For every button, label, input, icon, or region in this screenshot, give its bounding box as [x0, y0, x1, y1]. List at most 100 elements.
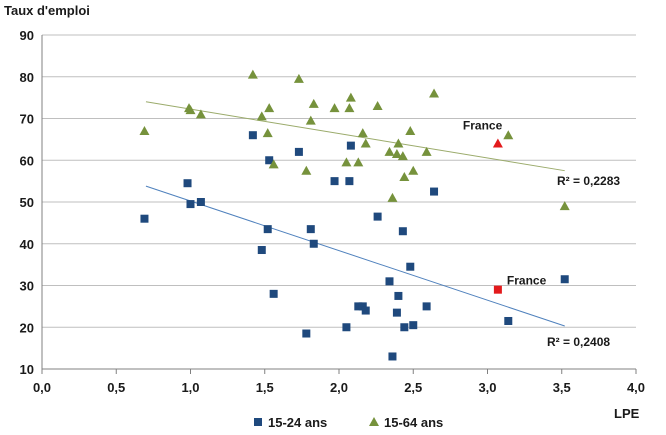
x-tick-label: 0,0 — [33, 380, 51, 395]
france-highlight-point — [493, 285, 502, 294]
x-axis-title: LPE — [614, 406, 640, 421]
data-point — [503, 130, 514, 140]
data-point — [373, 212, 382, 221]
data-point — [394, 291, 403, 300]
data-point — [397, 151, 408, 161]
data-point — [309, 239, 318, 248]
y-tick-label: 20 — [20, 320, 34, 335]
data-point — [429, 88, 440, 98]
y-tick-labels: 10 20 30 40 50 60 70 80 90 — [20, 28, 34, 377]
data-point — [504, 316, 513, 325]
data-point — [361, 306, 370, 315]
data-point — [262, 128, 273, 138]
legend-marker-15-24 — [254, 418, 262, 426]
r2-label-15-24: R² = 0,2408 — [547, 335, 610, 349]
data-point — [293, 73, 304, 83]
data-point — [387, 192, 398, 202]
data-point — [301, 165, 312, 175]
data-point — [357, 128, 368, 138]
data-point — [302, 329, 311, 338]
data-point — [265, 156, 274, 165]
data-point — [248, 131, 257, 140]
data-point — [422, 302, 431, 311]
data-point — [268, 159, 279, 169]
data-point — [140, 214, 149, 223]
data-point — [430, 187, 439, 196]
france-label-15-64: France — [463, 119, 503, 133]
data-point — [392, 308, 401, 317]
x-tick-label: 4,0 — [627, 380, 645, 395]
r2-label-15-64: R² = 0,2283 — [557, 174, 620, 188]
y-tick-label: 60 — [20, 153, 34, 168]
y-tick-label: 30 — [20, 279, 34, 294]
y-tick-label: 40 — [20, 237, 34, 252]
x-tick-label: 3,0 — [478, 380, 496, 395]
data-point — [372, 100, 383, 110]
data-point — [186, 200, 195, 209]
data-point — [384, 146, 395, 156]
data-point — [185, 105, 196, 115]
data-point — [400, 323, 409, 332]
legend-label-15-24: 15-24 ans — [268, 415, 327, 430]
data-point — [345, 92, 356, 102]
data-point — [269, 289, 278, 298]
y-tick-label: 90 — [20, 28, 34, 43]
data-points — [139, 69, 570, 361]
data-point — [247, 69, 258, 79]
data-point — [399, 171, 410, 181]
data-point — [341, 157, 352, 167]
data-point — [385, 277, 394, 286]
gridlines — [42, 34, 636, 328]
data-point — [388, 352, 397, 361]
data-point — [393, 138, 404, 148]
data-point — [345, 177, 354, 186]
data-point — [308, 98, 319, 108]
data-point — [263, 225, 272, 234]
data-point — [560, 275, 569, 284]
trend-line-15-24 — [145, 185, 565, 327]
x-tick-label: 3,5 — [553, 380, 571, 395]
france-highlight-point — [492, 138, 503, 148]
data-point — [195, 109, 206, 119]
data-point — [330, 177, 339, 186]
data-point — [329, 103, 340, 113]
data-point — [183, 179, 192, 188]
y-axis-title: Taux d'emploi — [4, 3, 90, 18]
data-point — [360, 138, 371, 148]
data-point — [408, 165, 419, 175]
data-point — [346, 141, 355, 150]
data-point — [305, 115, 316, 125]
data-point — [405, 126, 416, 136]
data-point — [421, 146, 432, 156]
x-tick-label: 2,5 — [404, 380, 422, 395]
data-point — [256, 111, 267, 121]
legend: 15-24 ans 15-64 ans — [254, 415, 443, 430]
data-point — [257, 246, 266, 255]
data-point — [344, 103, 355, 113]
y-tick-label: 50 — [20, 195, 34, 210]
data-point — [353, 157, 364, 167]
y-tick-label: 70 — [20, 112, 34, 127]
data-point — [139, 126, 150, 136]
axes — [41, 35, 637, 374]
data-point — [409, 321, 418, 330]
legend-marker-15-64 — [369, 417, 379, 426]
data-point — [306, 225, 315, 234]
data-point — [196, 198, 205, 206]
data-point — [342, 323, 351, 332]
trend-line-15-64 — [145, 101, 565, 172]
x-tick-label: 1,0 — [181, 380, 199, 395]
annotations: France France R² = 0,2283 R² = 0,2408 — [463, 119, 620, 349]
data-point — [398, 227, 407, 236]
data-point — [559, 201, 570, 211]
data-point — [264, 103, 275, 113]
data-point — [406, 262, 415, 271]
france-label-15-24: France — [507, 274, 547, 288]
y-tick-label: 10 — [20, 362, 34, 377]
x-tick-label: 2,0 — [330, 380, 348, 395]
x-tick-label: 1,5 — [256, 380, 274, 395]
x-tick-label: 0,5 — [107, 380, 125, 395]
x-tick-labels: 0,0 0,5 1,0 1,5 2,0 2,5 3,0 3,5 4,0 — [33, 380, 645, 395]
data-point — [354, 302, 363, 311]
